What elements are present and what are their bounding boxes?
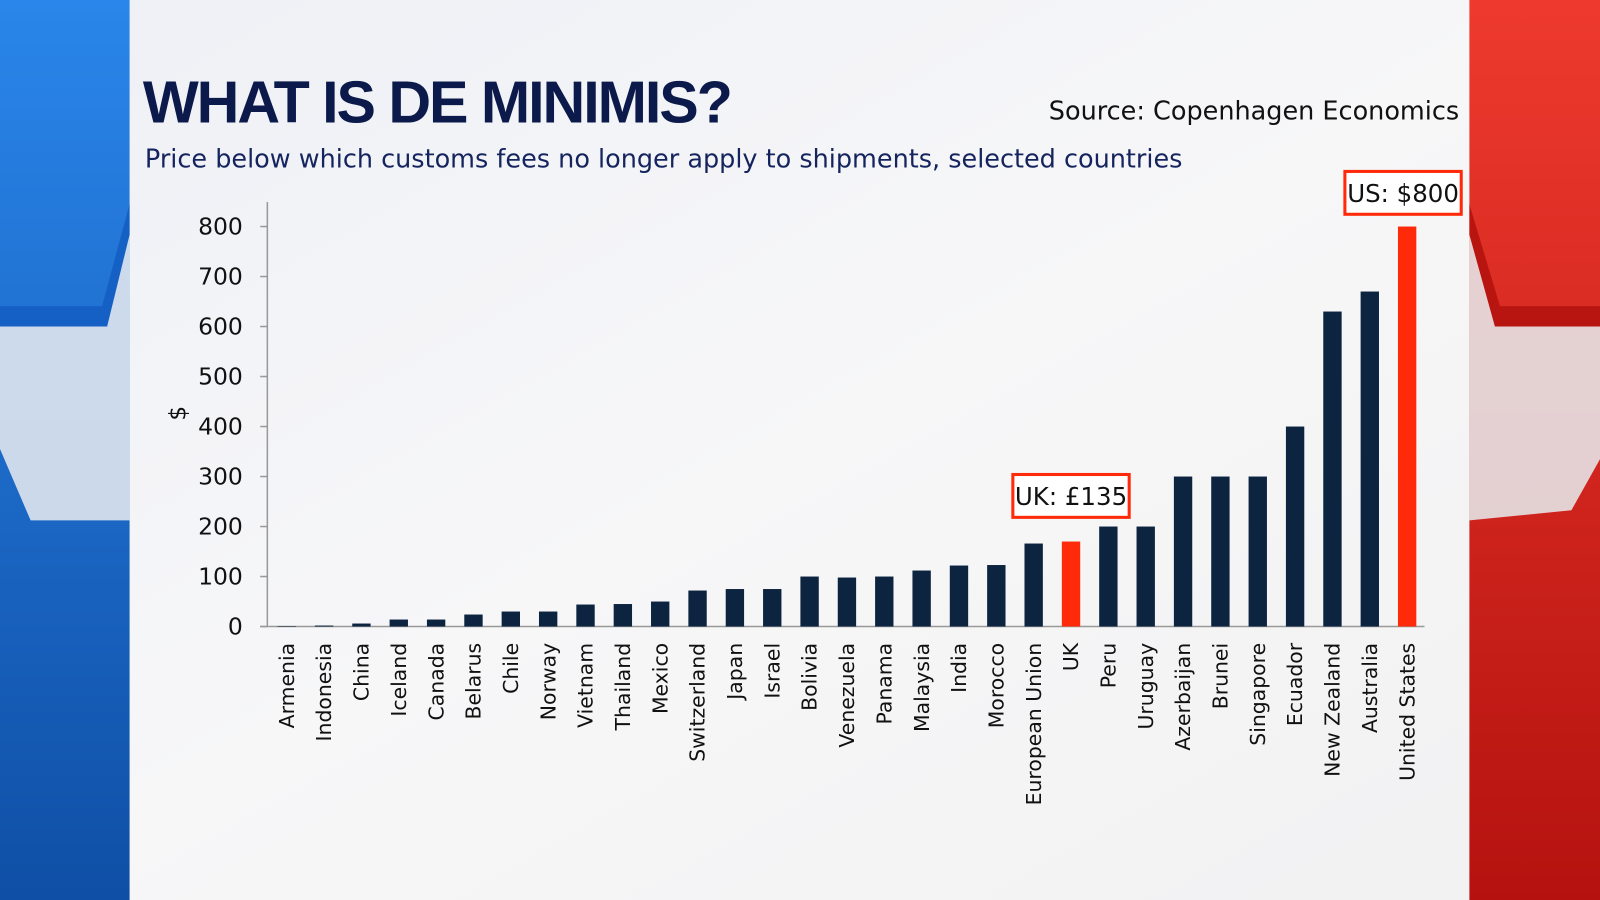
x-tick-label: New Zealand xyxy=(1321,643,1345,777)
x-tick-label: Chile xyxy=(499,643,523,694)
bar-malaysia xyxy=(912,570,931,627)
bar-peru xyxy=(1099,526,1118,627)
bar-panama xyxy=(875,576,894,627)
callout-box xyxy=(1343,169,1463,216)
bar-united-states xyxy=(1397,226,1417,627)
left-panel xyxy=(0,0,130,900)
bar-belarus xyxy=(464,614,483,627)
bar-mexico xyxy=(651,601,670,627)
y-tick-label: 0 xyxy=(228,613,243,641)
bar-switzerland xyxy=(688,590,707,627)
x-tick-label: Japan xyxy=(723,643,747,702)
bar-indonesia xyxy=(314,625,334,627)
callout-box xyxy=(1011,472,1131,519)
x-tick-label: Vietnam xyxy=(574,643,598,728)
bar-venezuela xyxy=(837,577,857,627)
y-tick-label: 500 xyxy=(198,363,243,391)
bar-ecuador xyxy=(1285,426,1305,627)
x-tick-label: Panama xyxy=(872,643,896,725)
bar-morocco xyxy=(987,565,1006,627)
bar-brunei xyxy=(1211,476,1230,627)
bar-india xyxy=(949,565,969,627)
x-tick-label: China xyxy=(350,643,374,701)
x-tick-label: Azerbaijan xyxy=(1171,643,1195,751)
right-panel xyxy=(1469,0,1600,900)
x-tick-label: Armenia xyxy=(275,643,299,728)
chart-subtitle: Price below which customs fees no longer… xyxy=(145,144,1183,174)
bar-uk xyxy=(1061,541,1081,627)
x-tick-label: Israel xyxy=(760,643,784,699)
bar-singapore xyxy=(1248,476,1267,627)
chart-source: Source: Copenhagen Economics xyxy=(1049,96,1459,126)
y-tick-label: 100 xyxy=(198,563,243,591)
x-tick-label: Bolivia xyxy=(798,643,822,711)
callout-label: UK: £135 xyxy=(1015,482,1127,511)
x-tick-label: Thailand xyxy=(611,643,635,732)
x-tick-label: India xyxy=(947,643,971,693)
x-tick-label: Morocco xyxy=(984,643,1008,728)
x-tick-label: Norway xyxy=(536,643,560,720)
bar-uruguay xyxy=(1136,526,1155,627)
x-tick-label: UK xyxy=(1059,642,1083,671)
bar-israel xyxy=(763,589,782,627)
x-tick-label: Peru xyxy=(1097,643,1121,688)
bar-australia xyxy=(1360,291,1379,627)
x-tick-label: Switzerland xyxy=(686,643,710,762)
x-tick-label: Indonesia xyxy=(312,643,336,742)
bar-azerbaijan xyxy=(1173,476,1193,627)
x-tick-label: Mexico xyxy=(648,643,672,714)
y-tick-label: 700 xyxy=(198,263,243,291)
bar-thailand xyxy=(613,604,633,627)
chart-title: WHAT IS DE MINIMIS? xyxy=(143,68,731,135)
star-icon xyxy=(0,224,130,521)
x-tick-label: Singapore xyxy=(1246,643,1270,746)
y-tick-label: 600 xyxy=(198,313,243,341)
y-tick-label: 300 xyxy=(198,463,243,491)
x-tick-label: Malaysia xyxy=(910,643,934,732)
bar-bolivia xyxy=(800,576,819,627)
x-tick-label: Belarus xyxy=(462,643,486,720)
bar-european-union xyxy=(1024,543,1043,627)
bar-new-zealand xyxy=(1323,311,1342,627)
x-tick-label: Brunei xyxy=(1209,643,1233,709)
x-tick-label: Australia xyxy=(1358,643,1382,733)
bar-china xyxy=(352,623,371,627)
y-axis-label: $ xyxy=(164,406,192,421)
x-tick-label: European Union xyxy=(1022,643,1046,806)
x-tick-label: Venezuela xyxy=(835,643,859,748)
x-tick-label: Canada xyxy=(424,643,448,721)
bar-iceland xyxy=(389,619,408,627)
bar-vietnam xyxy=(576,604,595,627)
star-icon xyxy=(1469,234,1600,521)
y-tick-label: 200 xyxy=(198,513,243,541)
x-tick-label: Uruguay xyxy=(1134,643,1158,730)
callout-label: US: $800 xyxy=(1347,179,1459,208)
x-tick-label: Ecuador xyxy=(1283,642,1307,726)
bar-armenia xyxy=(277,626,296,627)
x-tick-label: Iceland xyxy=(387,643,411,717)
bar-canada xyxy=(426,619,446,627)
bar-japan xyxy=(725,589,745,627)
y-tick-label: 800 xyxy=(198,213,243,241)
x-tick-label: United States xyxy=(1395,643,1419,781)
bar-chile xyxy=(501,611,520,627)
y-tick-label: 400 xyxy=(198,413,243,441)
bar-norway xyxy=(538,611,558,627)
